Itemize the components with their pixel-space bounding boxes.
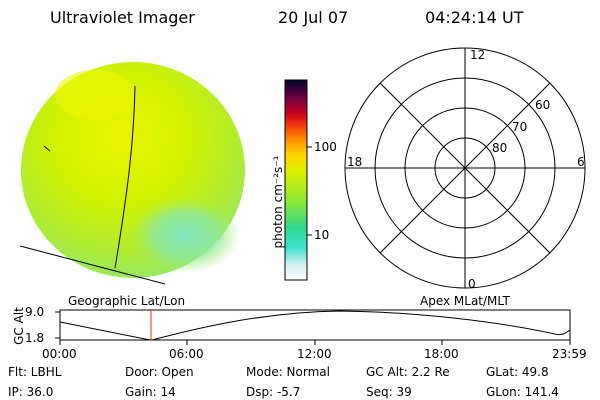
mlt-label-12: 12 xyxy=(470,48,486,62)
time-label: 04:24:14 UT xyxy=(425,8,524,27)
mlt-label-18: 18 xyxy=(347,155,363,169)
status-gc-alt: GC Alt: 2.2 Re xyxy=(366,365,450,379)
colorbar xyxy=(284,79,312,281)
altitude-curve xyxy=(59,310,571,341)
status-dsp: Dsp: -5.7 xyxy=(246,385,301,399)
apex-caption: Apex MLat/MLT xyxy=(420,294,510,308)
status-gain: Gain: 14 xyxy=(125,385,176,399)
status-flt: Flt: LBHL xyxy=(8,365,62,379)
status-mode: Mode: Normal xyxy=(246,365,330,379)
mlt-label-0: 0 xyxy=(468,277,476,291)
instrument-title: Ultraviolet Imager xyxy=(50,8,195,27)
mlat-label-80: 80 xyxy=(492,141,508,155)
polar-diag-2 xyxy=(379,82,551,254)
mlt-label-6: 6 xyxy=(577,155,585,169)
altitude-xtick-label-0: 00:00 xyxy=(42,347,77,361)
mlat-label-70: 70 xyxy=(512,120,528,134)
colorbar-unit-label: photon cm⁻²s⁻¹ xyxy=(271,155,285,249)
altitude-xtick-label-2: 12:00 xyxy=(297,347,332,361)
status-seq: Seq: 39 xyxy=(366,385,412,399)
uv-dayglow-patch xyxy=(130,197,240,273)
status-glon: GLon: 141.4 xyxy=(486,385,559,399)
altitude-xtick-label-1: 06:00 xyxy=(169,347,204,361)
altitude-xtick-label-3: 18:00 xyxy=(424,347,459,361)
colorbar-tick-label-100: 100 xyxy=(314,140,337,154)
status-ip: IP: 36.0 xyxy=(8,385,54,399)
geo-mark xyxy=(43,145,51,152)
colorbar-scale xyxy=(284,79,308,281)
altitude-xtick-label-4: 23:59 xyxy=(552,347,587,361)
status-door: Door: Open xyxy=(125,365,194,379)
status-glat: GLat: 49.8 xyxy=(486,365,549,379)
geographic-caption: Geographic Lat/Lon xyxy=(68,294,186,308)
polar-plot xyxy=(344,47,586,289)
uv-bright-patch xyxy=(55,70,135,120)
altitude-axis-label: GC Alt xyxy=(12,307,26,345)
altitude-y-top: 9.0 xyxy=(25,305,45,319)
date-label: 20 Jul 07 xyxy=(278,8,349,27)
geo-latitude-line xyxy=(19,245,166,285)
mlat-label-60: 60 xyxy=(535,98,551,112)
altitude-plot-frame xyxy=(59,309,571,341)
uv-image-disk xyxy=(19,62,245,285)
colorbar-tick-label-10: 10 xyxy=(314,228,330,242)
geo-meridian-line xyxy=(114,85,136,269)
altitude-plot xyxy=(55,309,571,345)
altitude-y-bottom: 1.8 xyxy=(25,331,45,345)
